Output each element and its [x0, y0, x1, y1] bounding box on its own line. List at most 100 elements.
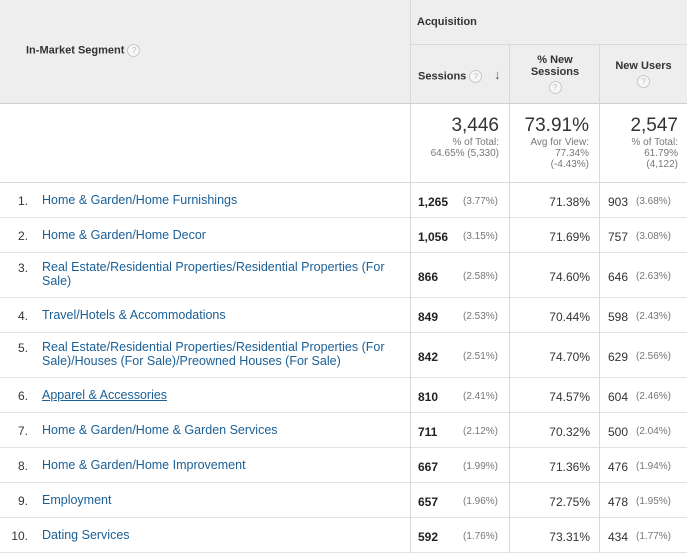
new-users-percent: (1.95%) — [636, 495, 672, 507]
segment-link[interactable]: Real Estate/Residential Properties/Resid… — [42, 260, 407, 288]
new-sessions-value: 73.31% — [549, 529, 590, 544]
new-sessions-value: 72.75% — [549, 494, 590, 509]
table-row: 1. Home & Garden/Home Furnishings 1,265 (3.… — [0, 183, 687, 218]
segment-link-line1: Travel/Hotels & Accommodations — [42, 308, 226, 322]
total-new-users-sub2: 61.79% — [644, 148, 678, 159]
total-new-sessions-sub2: 77.34% — [555, 148, 589, 159]
sessions-value: 667 — [418, 459, 439, 474]
segment-link-line1: Apparel & Accessories — [42, 388, 168, 402]
help-icon[interactable]: ? — [127, 44, 141, 57]
sessions-value: 1,056 — [418, 229, 449, 244]
sessions-value: 711 — [418, 424, 438, 439]
sessions-percent: (2.53%) — [463, 310, 499, 322]
segment-link[interactable]: Home & Garden/Home Furnishings — [42, 193, 407, 207]
segment-link[interactable]: Dating Services — [42, 528, 407, 542]
sessions-percent: (3.77%) — [463, 195, 499, 207]
segment-link-line1: Home & Garden/Home Furnishings — [42, 193, 238, 207]
segment-link-line2: Sale)/Houses (For Sale)/Preowned Houses … — [42, 354, 341, 368]
total-new-users: 2,547 — [630, 115, 678, 136]
sessions-percent: (1.99%) — [463, 460, 499, 472]
sessions-value: 842 — [418, 349, 439, 364]
new-users-value: 598 — [608, 309, 629, 324]
new-sessions-column-header[interactable]: % New Sessions ? — [510, 54, 600, 94]
new-sessions-value: 71.38% — [549, 194, 590, 209]
acquisition-divider — [410, 44, 687, 45]
new-users-percent: (2.46%) — [636, 390, 672, 402]
segment-link[interactable]: Home & Garden/Home & Garden Services — [42, 423, 407, 437]
sessions-value: 849 — [418, 309, 439, 324]
segment-link[interactable]: Employment — [42, 493, 407, 507]
row-number: 3. — [17, 261, 28, 275]
row-number: 7. — [17, 424, 28, 438]
new-sessions-value: 71.36% — [549, 459, 590, 474]
total-new-sessions: 73.91% — [524, 115, 589, 136]
segment-link[interactable]: Apparel & Accessories — [42, 388, 407, 402]
segment-column-header[interactable]: In-Market Segment ? — [26, 44, 141, 57]
table-row: 5. Real Estate/Residential Properties/Res… — [0, 333, 687, 378]
total-new-sessions-sub3: (-4.43%) — [550, 159, 589, 170]
new-users-value: 757 — [608, 229, 629, 244]
table-row: 9. Employment 657 (1.96%) 72.75% 478 (1.95%) — [0, 483, 687, 518]
sessions-header-label: Sessions — [418, 70, 467, 83]
totals-row: 3,446 % of Total: 64.65% (5,330) 73.91% … — [0, 104, 687, 183]
total-sessions-sub1: % of Total: — [452, 137, 499, 148]
total-new-users-sub1: % of Total: — [631, 137, 678, 148]
sessions-value: 1,265 — [418, 194, 449, 209]
new-users-value: 629 — [608, 349, 629, 364]
new-users-percent: (2.56%) — [636, 350, 672, 362]
segment-link[interactable]: Real Estate/Residential Properties/Resid… — [42, 340, 407, 368]
new-users-value: 646 — [608, 269, 629, 284]
segment-link[interactable]: Home & Garden/Home Improvement — [42, 458, 407, 472]
new-sessions-value: 70.32% — [549, 424, 590, 439]
help-icon[interactable]: ? — [637, 75, 650, 88]
table-row: 2. Home & Garden/Home Decor 1,056 (3.15%) 71… — [0, 218, 687, 253]
new-users-percent: (3.68%) — [636, 195, 672, 207]
new-users-percent: (2.63%) — [636, 270, 672, 282]
new-sessions-header-line2: Sessions — [530, 66, 580, 78]
new-sessions-value: 74.57% — [549, 389, 590, 404]
segment-link-line1: Real Estate/Residential Properties/Resid… — [42, 340, 385, 354]
segment-link-line1: Real Estate/Residential Properties/Resid… — [42, 260, 385, 274]
table-row: 10. Dating Services 592 (1.76%) 73.31% 434 (1.… — [0, 518, 687, 553]
new-users-value: 434 — [608, 529, 629, 544]
total-new-sessions-sub1: Avg for View: — [530, 137, 589, 148]
new-sessions-value: 74.60% — [549, 269, 590, 284]
segment-link-line1: Home & Garden/Home Decor — [42, 228, 206, 242]
row-number: 4. — [17, 309, 28, 323]
new-users-value: 604 — [608, 389, 629, 404]
sessions-percent: (2.12%) — [463, 425, 499, 437]
segment-link-line2: Sale) — [42, 274, 72, 288]
sessions-value: 866 — [418, 269, 439, 284]
segment-link-line1: Employment — [42, 493, 112, 507]
segment-link[interactable]: Home & Garden/Home Decor — [42, 228, 407, 242]
new-users-column-header[interactable]: New Users ? — [600, 60, 687, 88]
sessions-value: 592 — [418, 529, 439, 544]
row-number: 1. — [17, 194, 28, 208]
new-users-percent: (3.08%) — [636, 230, 672, 242]
total-new-users-sub3: (4,122) — [646, 159, 678, 170]
table-row: 3. Real Estate/Residential Properties/Res… — [0, 253, 687, 298]
sort-descending-icon[interactable]: ↓ — [494, 67, 501, 82]
new-users-value: 476 — [608, 459, 629, 474]
row-number: 2. — [17, 229, 28, 243]
new-users-percent: (1.77%) — [636, 530, 672, 542]
sessions-value: 810 — [418, 389, 439, 404]
new-users-value: 478 — [608, 494, 629, 509]
sessions-percent: (2.58%) — [463, 270, 499, 282]
new-sessions-value: 74.70% — [549, 349, 590, 364]
help-icon[interactable]: ? — [548, 81, 562, 94]
sessions-percent: (2.41%) — [463, 390, 499, 402]
new-users-percent: (2.04%) — [636, 425, 672, 437]
new-users-header-label: New Users — [615, 60, 672, 72]
segment-link-line1: Dating Services — [42, 528, 130, 542]
table-row: 8. Home & Garden/Home Improvement 667 (1.99… — [0, 448, 687, 483]
total-sessions: 3,446 — [451, 115, 499, 136]
sessions-column-header[interactable]: Sessions ? — [418, 70, 483, 83]
table-row: 7. Home & Garden/Home & Garden Services 71… — [0, 413, 687, 448]
new-users-value: 500 — [608, 424, 629, 439]
help-icon[interactable]: ? — [469, 70, 483, 83]
table-header — [0, 0, 687, 104]
sessions-percent: (1.96%) — [463, 495, 499, 507]
segment-link[interactable]: Travel/Hotels & Accommodations — [42, 308, 407, 322]
